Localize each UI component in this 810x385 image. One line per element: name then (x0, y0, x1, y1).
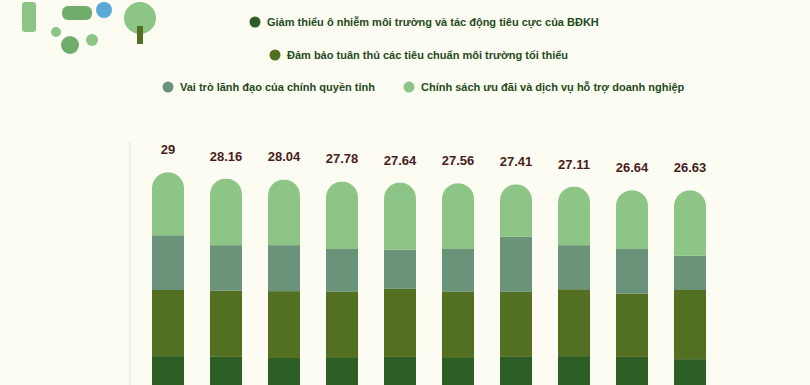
legend-label: Đảm bảo tuân thủ các tiêu chuẩn môi trườ… (287, 49, 568, 61)
bar-segment (210, 245, 242, 291)
bar-segment (152, 235, 184, 290)
legend-item: Vai trò lãnh đạo của chính quyền tỉnh (163, 81, 376, 94)
bar-segment (152, 172, 184, 235)
bar-segment (268, 245, 300, 291)
bar-segment (268, 179, 300, 245)
bar-segment (500, 292, 532, 357)
bar-segment (442, 249, 474, 292)
legend-swatch (404, 82, 415, 93)
y-axis-line (130, 142, 131, 385)
total-label: 27.41 (500, 154, 533, 169)
bar-segment (674, 190, 706, 256)
bar-stack (384, 183, 416, 385)
bar-segment (558, 289, 590, 356)
bar-segment (152, 290, 184, 356)
bar-segment (326, 358, 358, 385)
bar-segment (674, 359, 706, 385)
legend-item: Chính sách ưu đãi và dịch vụ hỗ trợ doan… (404, 81, 685, 94)
bar-segment (616, 294, 648, 357)
bar-segment (616, 249, 648, 294)
bar-segment (326, 292, 358, 358)
bar-segment (442, 358, 474, 385)
bar-segment (152, 356, 184, 385)
bar-segment (500, 357, 532, 385)
decoration (22, 2, 156, 54)
bar-stack (268, 179, 300, 385)
legend-item: Giảm thiểu ô nhiễm môi trường và tác độn… (250, 16, 599, 29)
plot-area (152, 172, 706, 385)
bar-segment (384, 289, 416, 357)
chart: 29 28.16 28.04 27.78 27.64 27.56 27.41 27.11 26.… (0, 0, 810, 385)
bar-segment (326, 249, 358, 292)
bar-segment (384, 183, 416, 250)
bar-segment (210, 357, 242, 385)
bar-stack (674, 190, 706, 385)
bar-segment (558, 356, 590, 385)
total-label: 26.63 (674, 160, 707, 175)
bar-stack (442, 183, 474, 385)
total-label: 26.64 (616, 160, 649, 175)
bar-segment (674, 290, 706, 359)
bar-segment (558, 245, 590, 289)
bar-segment (210, 291, 242, 357)
background (0, 0, 810, 385)
bar-segment (268, 358, 300, 385)
total-label: 29 (161, 142, 175, 157)
bar-segment (500, 237, 532, 292)
bar-segment (500, 184, 532, 237)
total-label: 27.78 (326, 151, 359, 166)
legend-swatch (163, 82, 174, 93)
bar-stack (210, 179, 242, 385)
bar-stack (616, 190, 648, 385)
total-label: 27.64 (384, 153, 417, 168)
bar-segment (616, 190, 648, 249)
legend-label: Vai trò lãnh đạo của chính quyền tỉnh (180, 81, 375, 94)
bar-stack (500, 184, 532, 385)
bar-segment (616, 357, 648, 385)
total-label: 27.11 (558, 157, 590, 172)
bar-segment (384, 250, 416, 289)
bar-segment (558, 187, 590, 246)
bar-stack (152, 172, 184, 385)
bar-segment (442, 292, 474, 358)
legend-label: Chính sách ưu đãi và dịch vụ hỗ trợ doan… (421, 81, 685, 94)
bar-stack (558, 187, 590, 385)
bar-segment (442, 183, 474, 249)
total-label: 27.56 (442, 153, 475, 168)
bar-segment (674, 256, 706, 290)
total-label: 28.04 (268, 149, 301, 164)
bar-segment (326, 181, 358, 248)
bar-segment (210, 179, 242, 246)
legend-item: Đảm bảo tuân thủ các tiêu chuẩn môi trườ… (270, 49, 569, 61)
bar-stack (326, 181, 358, 385)
bar-segment (268, 291, 300, 358)
total-label: 28.16 (210, 149, 243, 164)
legend-label: Giảm thiểu ô nhiễm môi trường và tác độn… (267, 16, 599, 29)
legend-swatch (270, 50, 281, 61)
bar-segment (384, 357, 416, 385)
legend-swatch (250, 17, 261, 28)
